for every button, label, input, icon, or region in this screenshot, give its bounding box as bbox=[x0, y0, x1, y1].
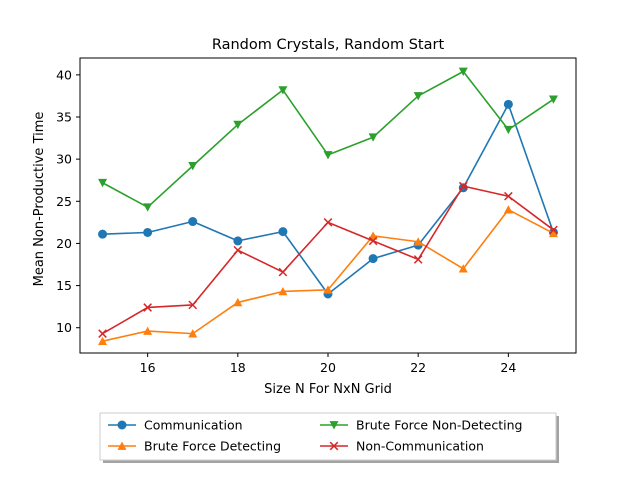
data-point bbox=[233, 297, 243, 307]
data-point bbox=[413, 237, 423, 246]
plot-frame bbox=[79, 57, 577, 354]
legend-entry: Brute Force Non-Detecting bbox=[320, 418, 522, 433]
data-point bbox=[458, 67, 468, 76]
legend-box bbox=[99, 412, 557, 461]
y-tick-label: 15 bbox=[56, 278, 72, 293]
data-point bbox=[233, 236, 243, 246]
data-point bbox=[323, 151, 333, 160]
data-point bbox=[368, 231, 378, 240]
legend-marker bbox=[117, 420, 127, 430]
data-point bbox=[278, 286, 288, 296]
legend-label: Brute Force Non-Detecting bbox=[356, 418, 522, 433]
data-point bbox=[504, 191, 513, 201]
y-tick-label: 40 bbox=[56, 67, 72, 82]
data-point bbox=[143, 326, 153, 335]
data-point bbox=[143, 203, 153, 212]
data-point bbox=[413, 255, 423, 264]
x-tick-label: 20 bbox=[320, 360, 336, 375]
series-line bbox=[102, 70, 554, 208]
legend-entry: Communication bbox=[108, 418, 243, 433]
series-line bbox=[102, 103, 555, 295]
data-point bbox=[98, 229, 108, 239]
data-point bbox=[143, 303, 152, 312]
data-point bbox=[278, 86, 288, 95]
y-tick-label: 10 bbox=[56, 320, 72, 335]
data-point bbox=[143, 227, 153, 237]
data-point bbox=[503, 125, 513, 135]
data-point bbox=[549, 225, 558, 235]
series-brute-force-non-detecting bbox=[98, 67, 558, 212]
data-point bbox=[98, 178, 108, 188]
chart-title: Random Crystals, Random Start bbox=[212, 37, 445, 53]
data-point bbox=[188, 162, 198, 171]
legend-label: Communication bbox=[144, 418, 243, 433]
data-point bbox=[548, 228, 558, 238]
series-line bbox=[102, 208, 554, 342]
y-tick-label: 20 bbox=[56, 236, 72, 251]
legend-label: Non-Communication bbox=[356, 439, 484, 454]
y-tick-label: 35 bbox=[56, 110, 72, 125]
x-tick-label: 24 bbox=[500, 360, 516, 375]
data-point bbox=[278, 267, 288, 277]
series-brute-force-detecting bbox=[98, 205, 558, 346]
legend-entry: Non-Communication bbox=[320, 439, 484, 454]
legend-marker bbox=[117, 441, 127, 450]
x-tick-label: 18 bbox=[230, 360, 246, 375]
data-point bbox=[413, 92, 423, 101]
data-point bbox=[188, 217, 198, 227]
legend-label: Brute Force Detecting bbox=[144, 439, 281, 454]
data-point bbox=[278, 227, 288, 237]
y-axis-label: Mean Non-Productive Time bbox=[32, 112, 47, 287]
legend-entry: Brute Force Detecting bbox=[108, 439, 281, 454]
data-point bbox=[458, 264, 468, 273]
data-point bbox=[188, 300, 198, 310]
data-point bbox=[503, 99, 513, 109]
legend-marker bbox=[329, 441, 339, 451]
data-point bbox=[233, 120, 243, 130]
data-point bbox=[98, 329, 107, 338]
x-tick-label: 16 bbox=[140, 360, 156, 375]
x-tick-label: 22 bbox=[410, 360, 426, 375]
data-point bbox=[323, 285, 333, 294]
legend-marker bbox=[329, 421, 339, 430]
y-tick-label: 25 bbox=[56, 194, 72, 209]
data-point bbox=[98, 336, 108, 346]
data-point bbox=[503, 205, 513, 214]
series-non-communication bbox=[98, 181, 558, 338]
data-point bbox=[368, 133, 378, 142]
series-line bbox=[102, 185, 554, 335]
y-tick-label: 30 bbox=[56, 152, 72, 167]
data-point bbox=[548, 95, 558, 104]
x-axis-label: Size N For NxN Grid bbox=[264, 382, 392, 397]
data-point bbox=[368, 236, 378, 246]
data-point bbox=[233, 245, 243, 255]
data-point bbox=[368, 254, 378, 264]
data-point bbox=[188, 329, 198, 338]
data-point bbox=[458, 181, 468, 191]
legend: Communication Brute Force Detecting Brute … bbox=[99, 412, 559, 463]
plot-area: 16 18 20 22 24 10 15 20 25 30 35 40 bbox=[56, 57, 577, 375]
data-point bbox=[323, 218, 333, 227]
series-communication bbox=[98, 99, 558, 299]
